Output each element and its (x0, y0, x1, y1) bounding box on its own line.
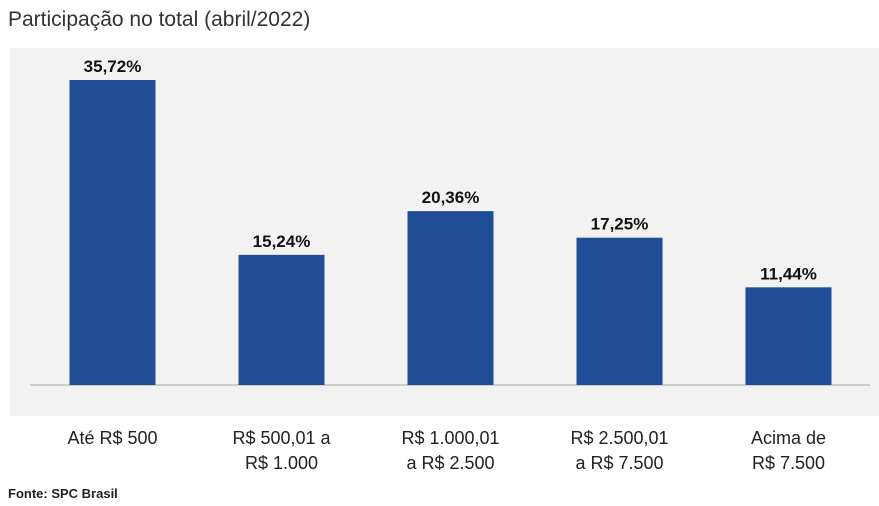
source: Fonte: SPC Brasil (8, 486, 118, 501)
x-tick-label: R$ 500,01 a R$ 1.000 (232, 428, 331, 473)
x-tick-label: Até R$ 500 (67, 428, 158, 448)
value-label: 20,36% (422, 188, 480, 207)
bar (745, 287, 832, 385)
x-tick-label: R$ 2.500,01 a R$ 7.500 (570, 428, 669, 473)
x-tick-label: R$ 1.000,01 a R$ 2.500 (401, 428, 500, 473)
value-label: 35,72% (84, 57, 142, 76)
value-label: 15,24% (253, 232, 311, 251)
chart-title: Participação no total (abril/2022) (8, 8, 311, 31)
bar (576, 237, 663, 385)
bar (407, 211, 494, 385)
x-tick-label: Acima de R$ 7.500 (750, 428, 827, 473)
value-label: 17,25% (591, 215, 649, 234)
bar (238, 254, 325, 385)
value-label: 11,44% (760, 264, 817, 283)
bar (69, 80, 156, 385)
